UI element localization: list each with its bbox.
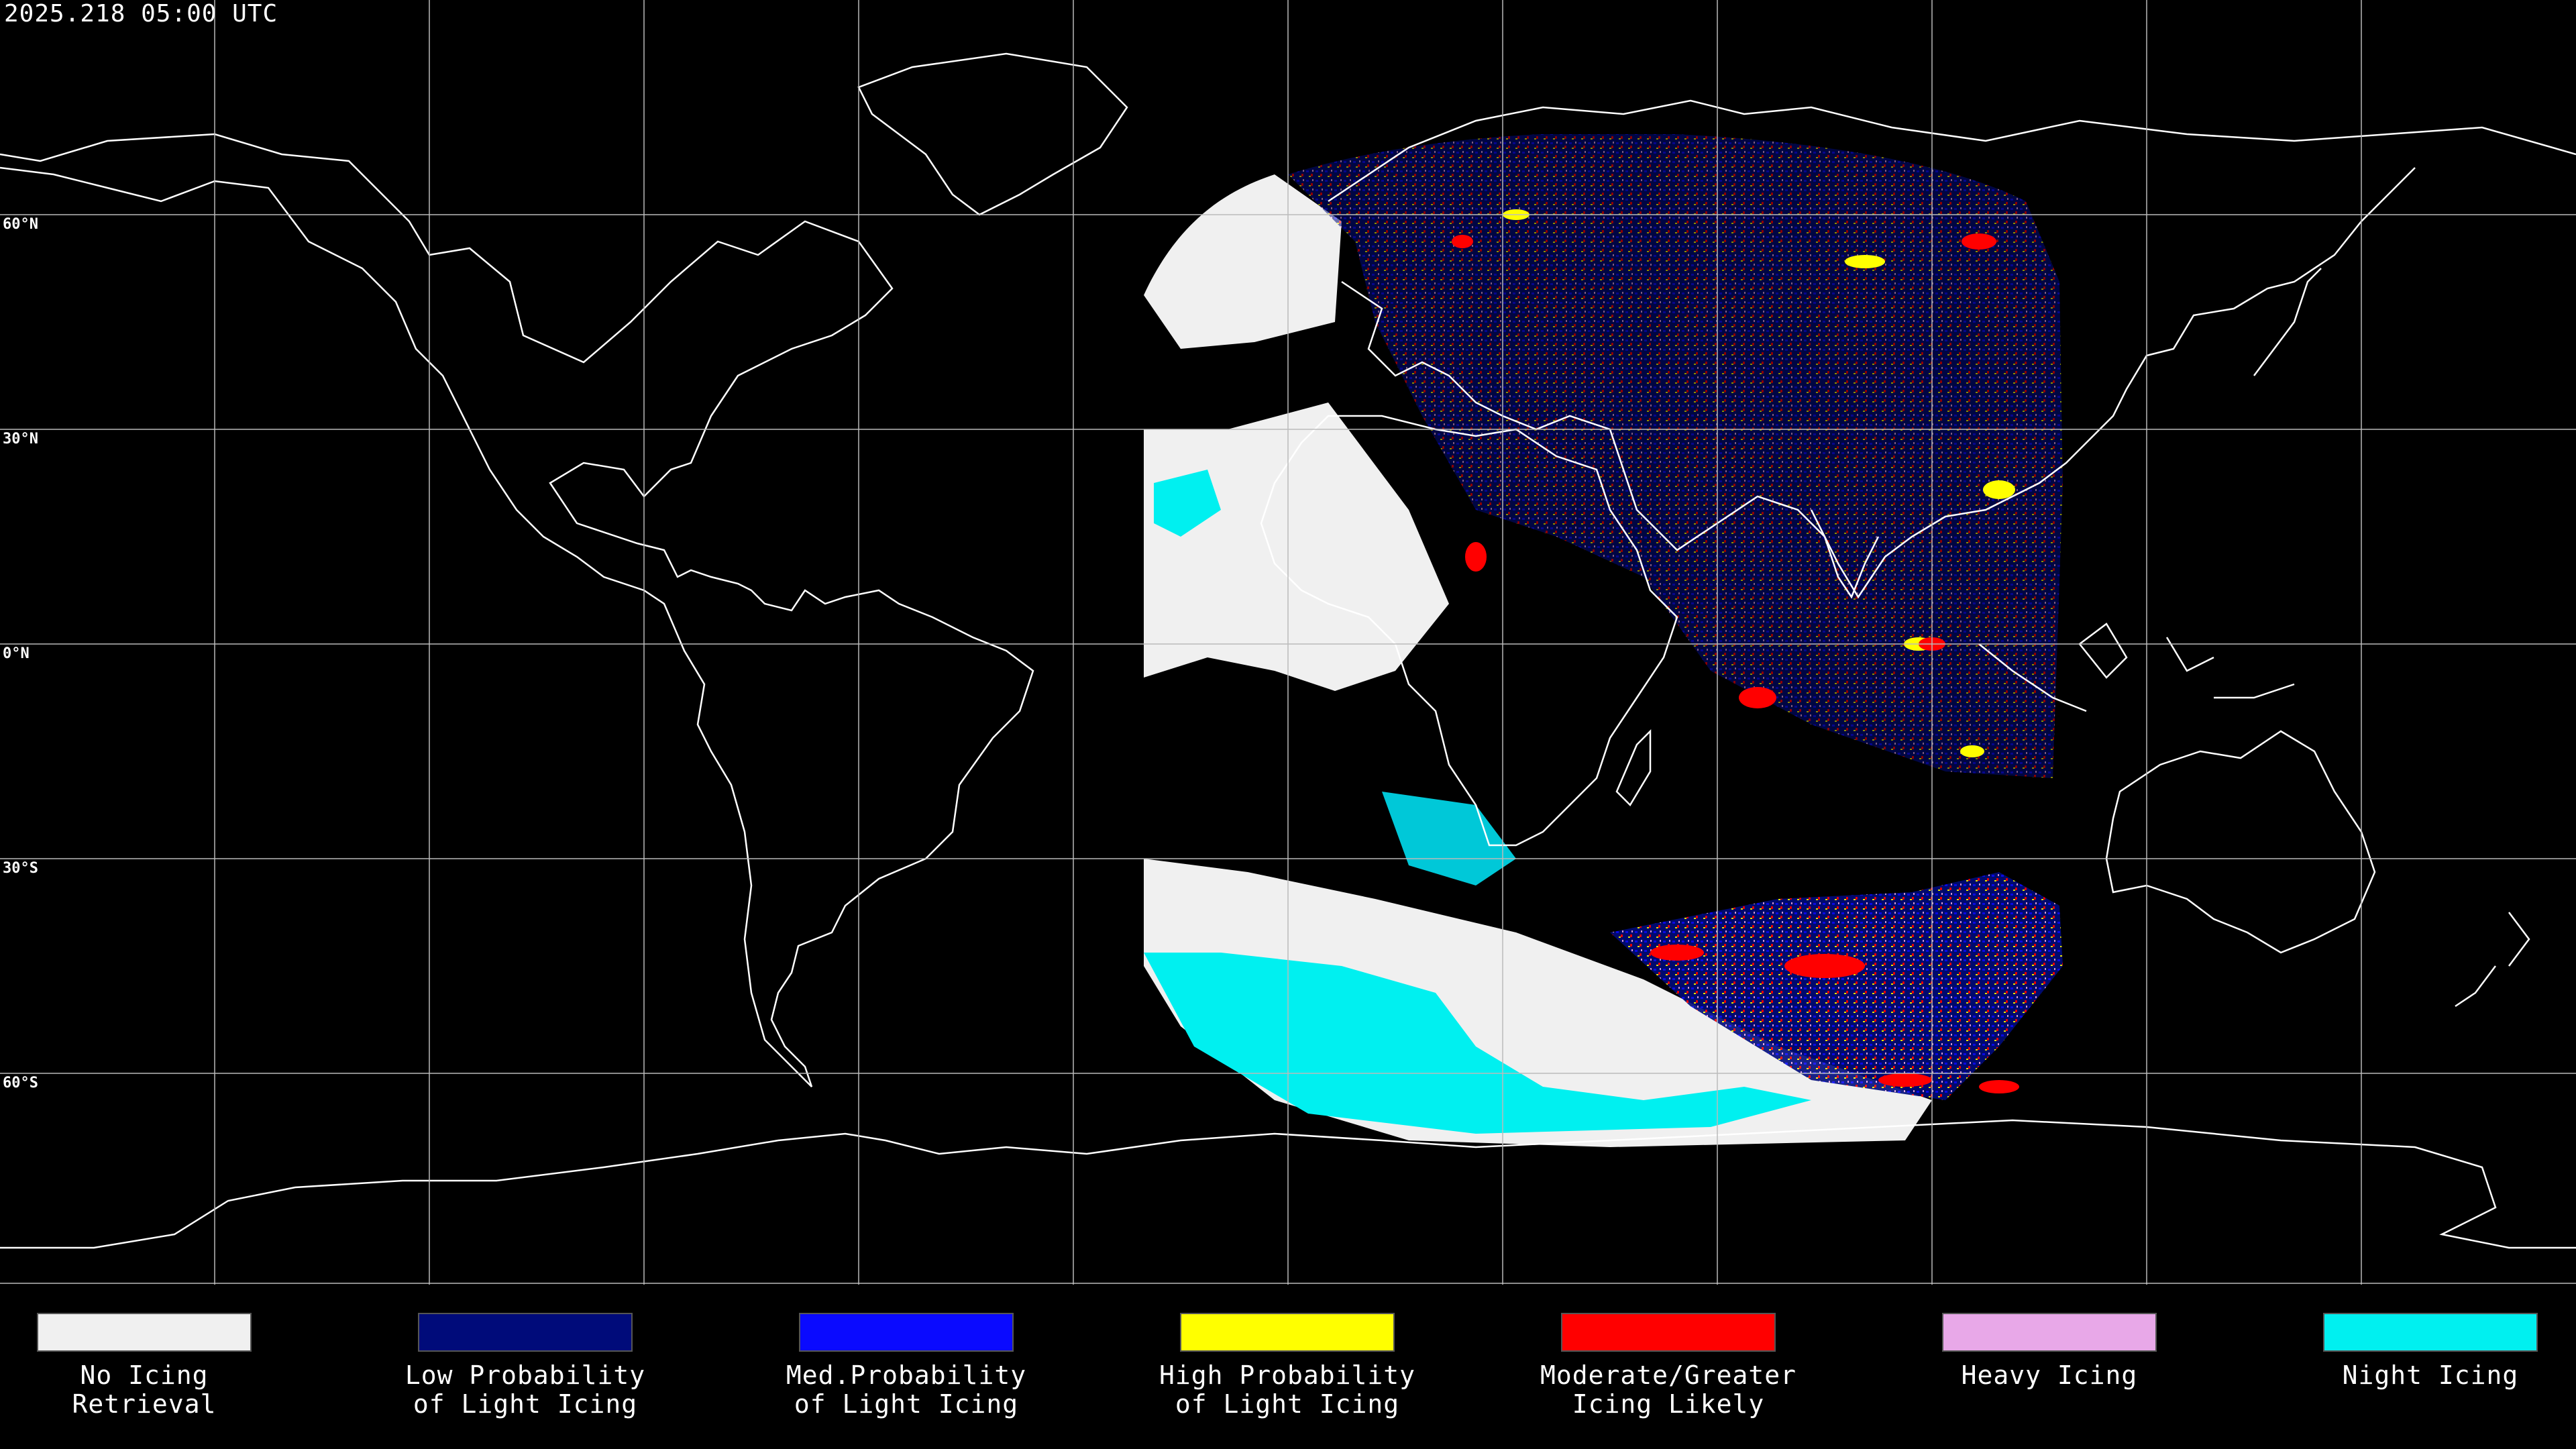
icing-region-southeast [1610, 872, 2063, 1100]
legend-label-low-probability: Low Probability of Light Icing [384, 1361, 666, 1419]
legend-item-night-icing: Night Icing [2290, 1313, 2571, 1390]
night-icing-patch-3 [1154, 470, 1221, 537]
lat-label-30n: 30°N [3, 431, 38, 447]
legend-label-no-icing: No Icing Retrieval [3, 1361, 285, 1419]
legend-label-moderate: Moderate/Greater Icing Likely [1527, 1361, 1809, 1419]
legend-label-line1: Moderate/Greater [1540, 1360, 1797, 1390]
timestamp: 2025.218 05:00 UTC [4, 0, 278, 28]
legend-label-line1: Night Icing [2342, 1360, 2519, 1390]
legend-item-high-probability: High Probability of Light Icing [1146, 1313, 1428, 1419]
north-america-coast [0, 133, 1034, 1087]
lat-label-60s: 60°S [3, 1075, 38, 1091]
legend-item-moderate: Moderate/Greater Icing Likely [1527, 1313, 1809, 1419]
legend-item-no-icing: No Icing Retrieval [3, 1313, 285, 1419]
lat-label-0n: 0°N [3, 645, 30, 662]
greenland-coast [857, 52, 1128, 216]
legend-label-high-probability: High Probability of Light Icing [1146, 1361, 1428, 1419]
lat-label-30s: 30°S [3, 860, 38, 877]
legend-item-heavy-icing: Heavy Icing [1909, 1313, 2190, 1390]
indonesia-coast [1978, 623, 2295, 712]
new-zealand-coast [2455, 912, 2530, 1008]
legend-swatch-med-probability [799, 1313, 1014, 1352]
icing-map: 2025.218 05:00 UTC 60°N 30°N 0°N 30°S 60… [0, 0, 2576, 1285]
legend-swatch-night-icing [2323, 1313, 2538, 1352]
no-icing-region [1144, 174, 1449, 691]
legend-label-line1: Low Probability [405, 1360, 646, 1390]
map-canvas [0, 0, 2576, 1285]
legend-label-line1: High Probability [1159, 1360, 1416, 1390]
australia-coast [2105, 730, 2376, 954]
legend-label-med-probability: Med.Probability of Light Icing [765, 1361, 1047, 1419]
legend-item-med-probability: Med.Probability of Light Icing [765, 1313, 1047, 1419]
legend-label-line2: of Light Icing [1175, 1389, 1400, 1419]
legend-label-line1: Heavy Icing [1961, 1360, 2138, 1390]
legend-swatch-low-probability [418, 1313, 633, 1352]
legend-label-line1: No Icing [80, 1360, 209, 1390]
graticule [0, 0, 2576, 1285]
legend-label-line2: Retrieval [72, 1389, 217, 1419]
legend-swatch-no-icing [37, 1313, 252, 1352]
india-coast [1810, 509, 1880, 599]
legend-label-heavy-icing: Heavy Icing [1909, 1361, 2190, 1390]
legend: No Icing Retrieval Low Probability of Li… [0, 1285, 2576, 1449]
madagascar-coast [1615, 729, 1652, 807]
satellite-disk [1144, 134, 2063, 1147]
legend-label-line2: Icing Likely [1572, 1389, 1765, 1419]
legend-swatch-heavy-icing [1942, 1313, 2157, 1352]
africa-coast [1260, 415, 1678, 847]
moderate-icing-cells [1452, 233, 2019, 1093]
lat-label-60n: 60°N [3, 216, 38, 233]
japan-coast [2253, 268, 2322, 376]
icing-region-north [1288, 134, 2063, 778]
legend-label-line1: Med.Probability [786, 1360, 1027, 1390]
night-icing-region [1144, 953, 1811, 1134]
antarctica-coast [0, 1119, 2576, 1249]
legend-swatch-moderate [1561, 1313, 1776, 1352]
legend-label-line2: of Light Icing [413, 1389, 638, 1419]
night-icing-patch-2 [1382, 792, 1516, 885]
legend-label-night-icing: Night Icing [2290, 1361, 2571, 1390]
legend-swatch-high-probability [1180, 1313, 1395, 1352]
eurasia-coast [1328, 99, 2576, 599]
legend-label-line2: of Light Icing [794, 1389, 1019, 1419]
legend-item-low-probability: Low Probability of Light Icing [384, 1313, 666, 1419]
